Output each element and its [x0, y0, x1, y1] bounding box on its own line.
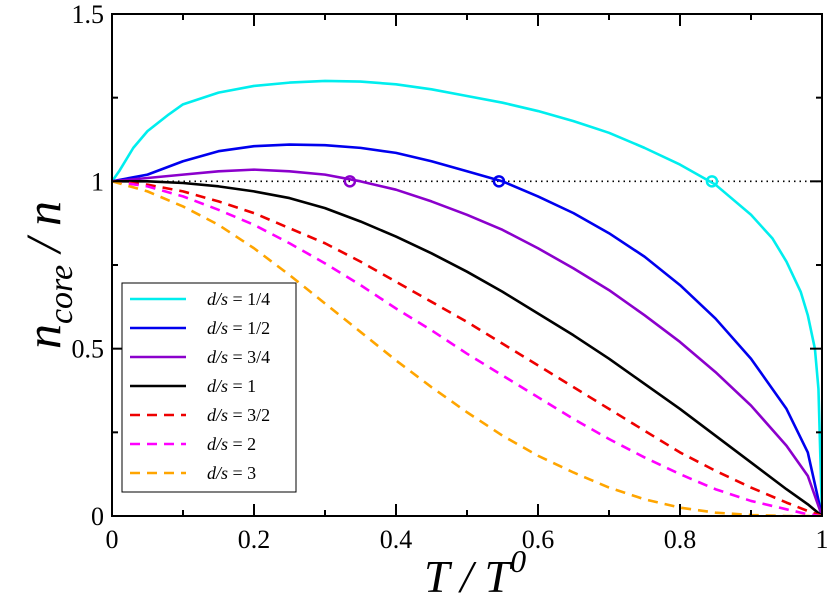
axes: 0 0.2 0.4 0.6 0.8 1 0 0.5 1 1.5: [72, 0, 829, 554]
legend-label-4: d/s = 1: [207, 376, 256, 396]
axis-titles: T / T0 ncore / n: [15, 201, 526, 601]
y-tick-label: 1: [91, 167, 104, 196]
series-line-3: [112, 168, 822, 516]
series-line-7: [112, 180, 822, 516]
legend-label-3: d/s = 3/4: [207, 347, 270, 367]
x-tick-label: 1: [816, 525, 829, 554]
legend-label-7: d/s = 3: [207, 463, 256, 483]
legend-label-6: d/s = 2: [207, 434, 256, 454]
y-tick-label: 0.5: [72, 335, 105, 364]
legend-box: [121, 282, 297, 493]
x-axis-title: T / T0: [424, 543, 526, 601]
x-tick-label: 0.4: [380, 525, 413, 554]
legend: d/s = 1/4 d/s = 1/2 d/s = 3/4 d/s = 1 d/s = …: [121, 282, 297, 493]
series-line-6: [112, 180, 822, 516]
y-axis-title: ncore / n: [15, 201, 80, 349]
marker-1: [343, 175, 357, 188]
x-tick-label: 0.2: [238, 525, 271, 554]
series-line-1: [112, 79, 822, 516]
series-line-2: [112, 143, 822, 516]
marker-2: [492, 175, 506, 188]
x-tick-label: 0.8: [664, 525, 697, 554]
series-line-4: [112, 180, 822, 516]
legend-label-5: d/s = 3/2: [207, 405, 270, 425]
x-tick-label: 0: [106, 525, 119, 554]
y-tick-label: 0: [91, 502, 104, 531]
y-tick-label: 1.5: [72, 0, 105, 29]
legend-label-1: d/s = 1/4: [207, 289, 270, 309]
series-line-5: [112, 180, 822, 516]
plot-area: [112, 79, 822, 516]
marker-3: [705, 175, 719, 188]
legend-label-2: d/s = 1/2: [207, 318, 270, 338]
x-tick-label: 0.6: [522, 525, 555, 554]
